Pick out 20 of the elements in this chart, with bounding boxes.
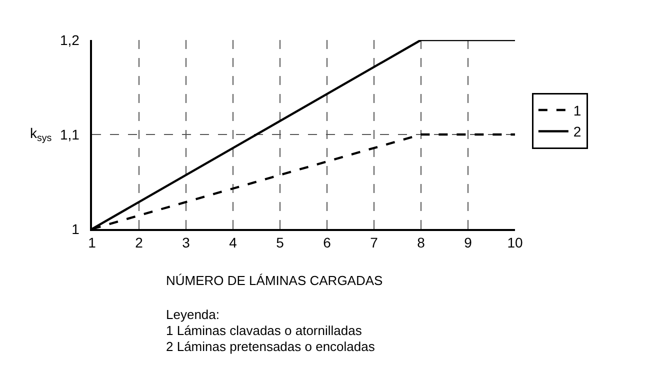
x-tick-label: 9: [464, 234, 472, 251]
legend-label: 2: [573, 124, 582, 140]
x-tick-label: 5: [276, 234, 284, 251]
y-tick-label: 1,2: [60, 32, 80, 48]
x-tick-label: 7: [370, 234, 378, 251]
legend-label: 1: [573, 102, 582, 118]
x-tick-label: 6: [323, 234, 332, 251]
x-tick-label: 10: [507, 234, 523, 251]
x-tick-label: 3: [182, 234, 190, 251]
x-tick-label: 2: [135, 234, 144, 251]
x-axis-title: NÚMERO DE LÁMINAS CARGADAS: [166, 273, 384, 288]
text: Leyenda:: [166, 307, 220, 322]
y-axis-title: k$_{sys}$: [30, 125, 52, 144]
x-tick-label: 1: [88, 234, 96, 251]
x-tick-label: 8: [417, 234, 426, 251]
text: 1 Láminas clavadas o atornilladas: [166, 323, 362, 338]
y-tick-label: 1,1: [60, 126, 80, 142]
text: 2 Láminas pretensadas o encoladas: [166, 339, 376, 354]
x-tick-label: 4: [229, 234, 238, 251]
y-tick-label: 1: [72, 220, 80, 237]
